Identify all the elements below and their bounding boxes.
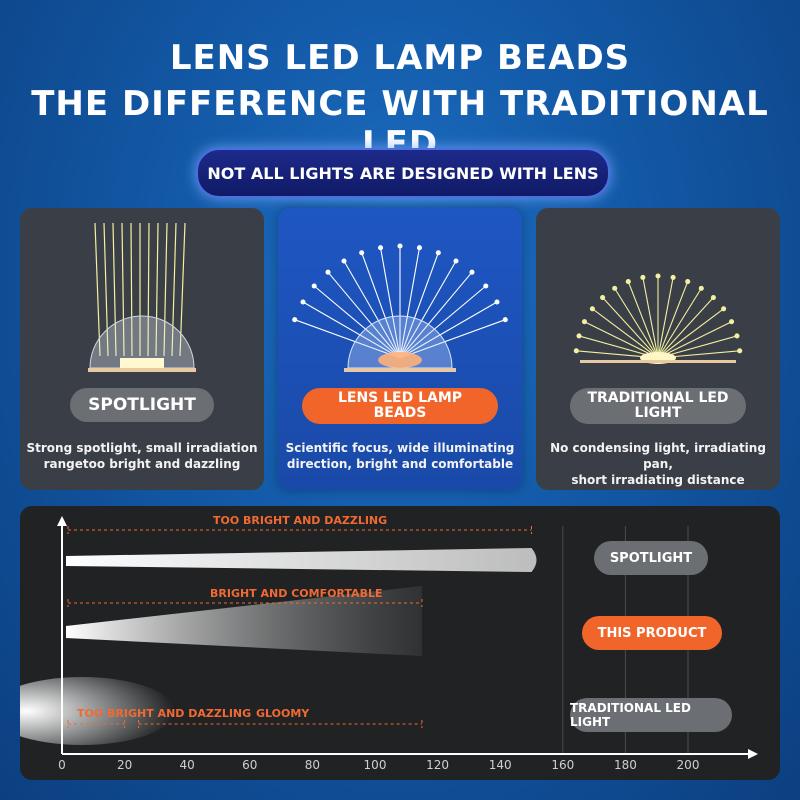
traditional-led-glow	[20, 677, 175, 745]
page-title-line1: LENS LED LAMP BEADS	[169, 38, 631, 78]
beam-comparison-graphic	[20, 516, 758, 759]
x-tick-label: 60	[242, 758, 258, 772]
subtitle-pill: NOT ALL LIGHTS ARE DESIGNED WITH LENS	[196, 148, 610, 198]
x-tick-label: 120	[426, 758, 450, 772]
spotlight-illustration	[88, 222, 196, 372]
x-tick-label: 20	[116, 758, 133, 772]
traditional-led-illustration	[573, 273, 743, 364]
legend-traditional: TRADITIONAL LED LIGHT	[570, 698, 732, 732]
traditional-led-desc: No condensing light, irradiating pan, sh…	[550, 441, 766, 487]
x-tick-label: 100	[363, 758, 387, 772]
spotlight-desc: Strong spotlight, small irradiation rang…	[26, 441, 258, 471]
legend-spotlight: SPOTLIGHT	[594, 541, 708, 575]
x-tick-label: 0	[58, 758, 66, 772]
beam-comparison-panel: TOO BRIGHT AND DAZZLING BRIGHT AND COMFO…	[20, 506, 780, 780]
trad-bright-label: TOO BRIGHT AND DAZZLING	[77, 707, 252, 720]
traditional-led-badge: TRADITIONAL LED LIGHT	[570, 388, 746, 424]
x-tick-label: 160	[551, 758, 575, 772]
spot-range-label: TOO BRIGHT AND DAZZLING	[213, 514, 388, 527]
traditional-led-card: TRADITIONAL LED LIGHT No condensing light…	[536, 208, 780, 490]
x-tick-label: 80	[304, 758, 321, 772]
x-tick-label: 140	[488, 758, 512, 772]
x-tick-label: 200	[676, 758, 700, 772]
spotlight-beam	[66, 548, 537, 572]
lens-led-badge: LENS LED LAMP BEADS	[302, 388, 498, 424]
page-title-line2: THE DIFFERENCE WITH TRADITIONAL LED	[31, 84, 769, 164]
x-axis-arrow	[748, 749, 758, 759]
legend-this-product: THIS PRODUCT	[582, 616, 722, 650]
y-axis-arrow	[57, 516, 67, 526]
x-tick-label: 180	[613, 758, 637, 772]
x-tick-label: 40	[179, 758, 195, 772]
lens-range-label: BRIGHT AND COMFORTABLE	[210, 587, 383, 600]
lens-led-illustration	[292, 243, 508, 372]
spotlight-badge: SPOTLIGHT	[70, 388, 214, 422]
lens-led-desc: Scientific focus, wide illuminating dire…	[285, 441, 515, 471]
trad-gloomy-label: GLOOMY	[256, 707, 310, 720]
lens-led-card: LENS LED LAMP BEADS Scientific focus, wid…	[278, 208, 522, 490]
spotlight-card: SPOTLIGHT Strong spotlight, small irradi…	[20, 208, 264, 490]
